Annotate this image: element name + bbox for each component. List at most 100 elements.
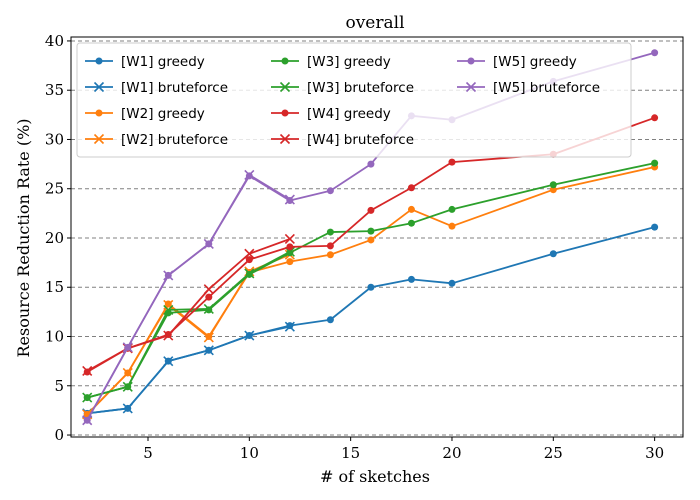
plot-frame [70, 36, 684, 438]
data-point-circle [549, 186, 557, 194]
data-point-circle [651, 49, 659, 57]
data-point-circle [651, 223, 659, 231]
legend-label: [W1] greedy [121, 54, 205, 70]
data-point-x [284, 194, 295, 205]
data-point-circle [448, 279, 456, 287]
data-point-circle [549, 181, 557, 189]
data-point-x [203, 238, 214, 249]
legend-item: [W4] bruteforce [271, 132, 414, 148]
data-point-x [284, 321, 295, 332]
data-point-circle [407, 205, 415, 213]
series-w3-bruteforce [82, 246, 295, 403]
data-point-circle [448, 205, 456, 213]
legend-marker-circle [281, 109, 289, 117]
data-point-circle [367, 227, 375, 235]
series-line [87, 325, 291, 415]
legend-label: [W3] bruteforce [307, 80, 414, 96]
data-point-x [122, 381, 133, 392]
legend-item: [W2] greedy [85, 106, 205, 122]
legend-marker-x [93, 133, 105, 145]
legend-label: [W2] bruteforce [121, 132, 228, 148]
data-point-circle [245, 256, 253, 264]
legend-item: [W2] bruteforce [85, 132, 228, 148]
data-point-x [122, 367, 133, 379]
x-tick-label: 30 [645, 444, 664, 462]
data-point-x [284, 233, 295, 245]
data-point-circle [651, 114, 659, 122]
legend-item: [W1] greedy [85, 54, 205, 70]
legend-item: [W5] bruteforce [457, 80, 600, 96]
data-point-x [163, 356, 174, 367]
series-line [86, 162, 655, 399]
y-tick-label: 30 [45, 130, 64, 148]
legend-item: [W3] greedy [271, 54, 391, 70]
series-line [86, 238, 291, 372]
x-tick-label: 10 [240, 444, 259, 462]
y-tick-label: 40 [45, 32, 64, 50]
data-point-circle [326, 187, 334, 195]
data-point-x [203, 332, 214, 343]
legend-label: [W3] greedy [307, 54, 391, 70]
legend-marker-x [465, 81, 477, 93]
legend-label: [W1] bruteforce [121, 80, 228, 96]
axis-ticks: 0 5 10 15 20 25 30 35 40 5 10 15 20 25 30 [45, 32, 664, 462]
legend-marker-x [93, 81, 105, 93]
data-point-x [244, 169, 255, 180]
y-tick-label: 20 [45, 229, 64, 247]
chart-title: overall [345, 13, 404, 33]
legend-label: [W4] greedy [307, 106, 391, 122]
legend-marker-circle [95, 57, 103, 65]
legend: [W1] greedy [W1] bruteforce [W2] greedy [W2… [76, 42, 632, 158]
data-point-circle [367, 160, 375, 168]
data-point-x [284, 246, 295, 257]
data-point-x [82, 365, 93, 377]
data-point-x [244, 330, 255, 341]
series-w2-bruteforce [82, 249, 295, 420]
series-w3-greedy [83, 159, 659, 402]
legend-marker-x [279, 81, 291, 93]
series-line [86, 250, 291, 399]
data-point-x [82, 415, 93, 426]
y-tick-label: 0 [54, 426, 64, 444]
legend-label: [W2] greedy [121, 106, 205, 122]
data-point-circle [326, 228, 334, 236]
y-tick-label: 5 [54, 377, 64, 395]
x-tick-label: 20 [442, 444, 461, 462]
legend-item: [W1] bruteforce [85, 80, 228, 96]
data-point-x [82, 392, 93, 403]
data-point-x [122, 342, 133, 353]
data-point-x [163, 330, 174, 341]
legend-box [76, 42, 632, 158]
x-tick-label: 15 [341, 444, 360, 462]
data-point-circle [448, 158, 456, 166]
legend-label: [W5] greedy [493, 54, 577, 70]
data-point-circle [367, 236, 375, 244]
legend-marker-circle [467, 57, 475, 65]
data-point-circle [448, 222, 456, 230]
data-point-circle [407, 275, 415, 283]
series-w1-greedy [83, 223, 659, 417]
legend-item: [W3] bruteforce [271, 80, 414, 96]
x-tick-label: 25 [544, 444, 563, 462]
data-point-x [244, 248, 255, 259]
data-point-x [203, 303, 214, 314]
data-point-circle [286, 258, 294, 266]
data-point-circle [286, 243, 294, 251]
data-point-x [163, 270, 174, 281]
legend-label: [W4] bruteforce [307, 132, 414, 148]
data-point-circle [205, 293, 213, 301]
data-point-circle [367, 206, 375, 214]
data-point-circle [367, 283, 375, 291]
y-tick-label: 25 [45, 180, 64, 198]
data-point-circle [326, 242, 334, 250]
series-line [86, 253, 291, 415]
y-tick-label: 10 [45, 328, 64, 346]
series-w5-bruteforce [82, 169, 295, 426]
legend-marker-x [279, 133, 291, 145]
legend-item: [W4] greedy [271, 106, 391, 122]
data-point-circle [326, 316, 334, 324]
legend-marker-circle [281, 57, 289, 65]
data-point-x [203, 345, 214, 356]
series-line [86, 174, 291, 421]
